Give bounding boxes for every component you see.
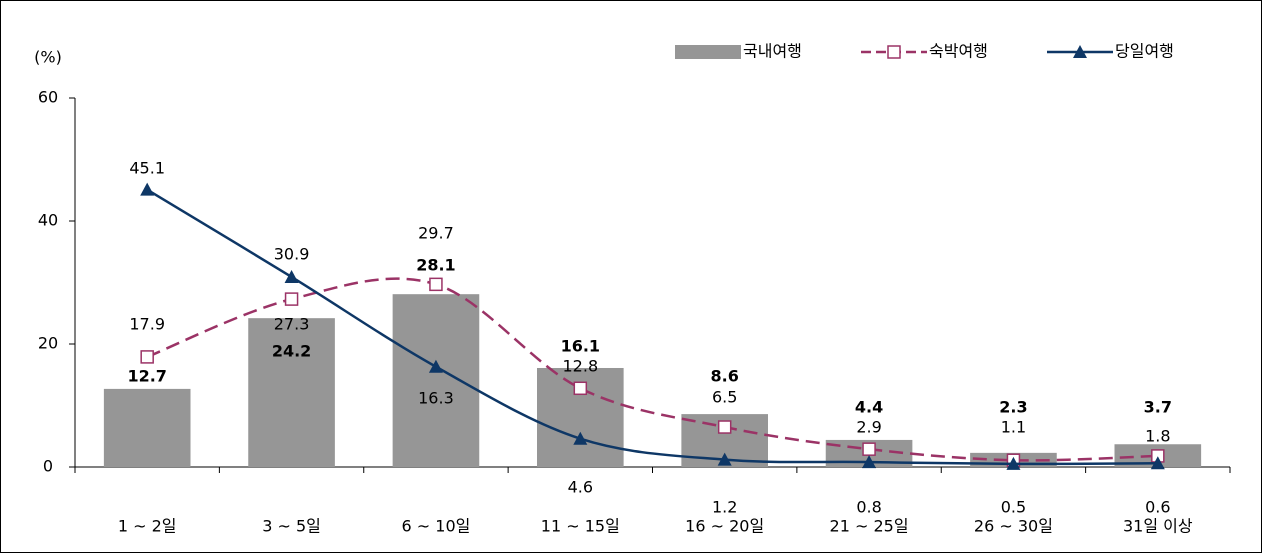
data-label: 4.4 — [855, 398, 883, 417]
data-label: 1.8 — [1145, 427, 1170, 446]
data-label: 4.6 — [568, 478, 593, 497]
y-tick-label: 40 — [38, 211, 58, 230]
y-tick-label: 60 — [38, 88, 58, 107]
data-label: 24.2 — [272, 342, 311, 361]
y-tick-label: 20 — [38, 334, 58, 353]
bar — [103, 388, 191, 467]
data-label: 16.1 — [561, 337, 600, 356]
marker — [429, 277, 443, 292]
marker — [284, 269, 299, 283]
marker — [140, 350, 154, 364]
marker — [717, 452, 732, 466]
marker — [573, 431, 588, 445]
marker — [862, 455, 877, 469]
line — [146, 188, 1158, 466]
x-tick-label: 21 ~ 25일 — [830, 517, 909, 536]
data-label: 12.8 — [563, 357, 599, 376]
marker — [573, 381, 588, 396]
legend-label: 숙박여행 — [929, 42, 988, 61]
bar — [248, 318, 335, 467]
marker — [140, 182, 155, 196]
data-label: 27.3 — [274, 315, 310, 334]
data-label: 0.6 — [1145, 498, 1170, 517]
legend-label: 국내여행 — [743, 42, 802, 61]
marker — [1150, 456, 1165, 470]
data-label: 16.3 — [418, 389, 454, 408]
x-tick-label: 26 ~ 30일 — [974, 517, 1053, 536]
x-tick-label: 16 ~ 20일 — [685, 517, 764, 536]
legend-label: 당일여행 — [1115, 42, 1174, 61]
data-label: 8.6 — [711, 367, 739, 386]
data-label: 6.5 — [712, 388, 737, 407]
x-tick-label: 1 ~ 2일 — [118, 517, 177, 536]
data-label: 3.7 — [1144, 398, 1172, 417]
marker — [1073, 45, 1087, 58]
data-label: 29.7 — [418, 224, 454, 243]
data-label: 1.1 — [1001, 418, 1026, 437]
data-label: 1.2 — [712, 498, 737, 517]
marker — [284, 292, 299, 306]
data-label: 17.9 — [129, 315, 165, 334]
data-label: 2.3 — [999, 398, 1027, 417]
line — [146, 277, 1158, 462]
marker — [1006, 456, 1021, 470]
marker — [862, 442, 876, 456]
y-tick-label: 0 — [43, 457, 53, 476]
data-label: 45.1 — [129, 159, 165, 178]
y-axis-label: (%) — [34, 48, 62, 67]
data-label: 28.1 — [416, 256, 455, 275]
x-tick-label: 6 ~ 10일 — [402, 517, 471, 536]
marker — [717, 420, 732, 434]
marker — [887, 45, 901, 59]
data-label: 2.9 — [856, 418, 881, 437]
data-label: 0.8 — [856, 498, 881, 517]
x-tick-label: 11 ~ 15일 — [541, 517, 620, 536]
bar — [392, 294, 480, 467]
data-label: 30.9 — [274, 245, 310, 264]
x-tick-label: 3 ~ 5일 — [262, 517, 321, 536]
x-tick-label: 31일 이상 — [1123, 517, 1193, 536]
legend-swatch — [675, 45, 741, 59]
marker — [428, 359, 443, 373]
data-label: 0.5 — [1001, 498, 1026, 517]
data-label: 12.7 — [127, 367, 166, 386]
